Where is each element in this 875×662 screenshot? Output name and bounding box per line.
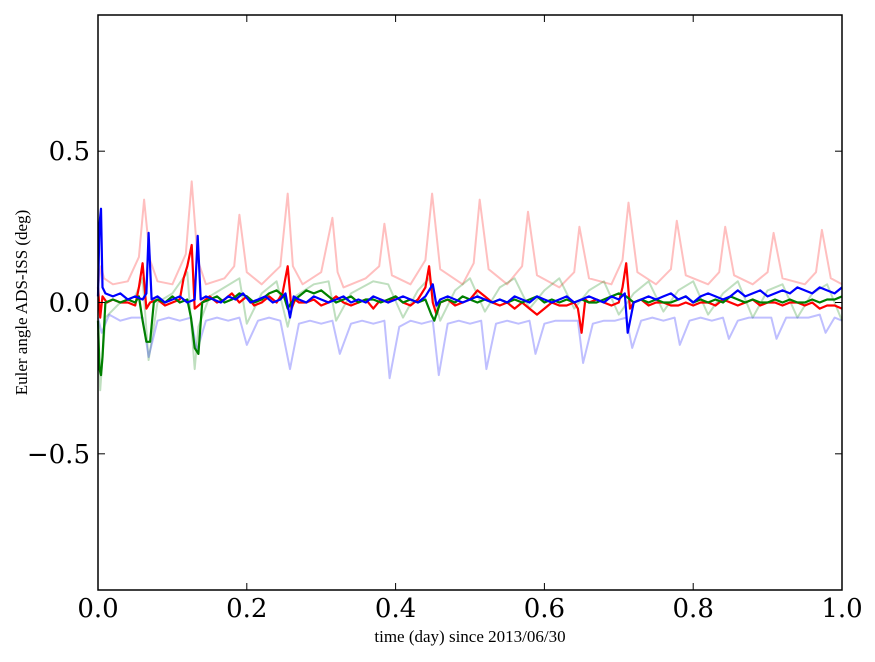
foreground-series-line-2 [96,207,843,334]
x-tick-label: 0.4 [375,594,416,624]
background-series-line-0 [97,180,843,289]
x-tick-labels: 0.0 0.2 0.4 0.6 0.8 1.0 [77,594,862,624]
plot-frame [97,14,843,591]
background-series-line-1 [97,271,843,392]
x-tick-label: 0.6 [524,594,565,624]
y-tick-label: −0.5 [27,440,90,470]
x-tick-label: 0.8 [673,594,714,624]
y-axis-label: Euler angle ADS-ISS (deg) [12,210,31,396]
foreground-series-group [96,207,843,377]
background-series-line-2 [97,313,843,380]
background-series-group [97,180,843,392]
x-axis-label: time (day) since 2013/06/30 [374,627,565,646]
foreground-series-line-1 [96,289,843,377]
x-tick-label: 1.0 [821,594,862,624]
x-tick-label: 0.0 [77,594,118,624]
y-tick-label: 0.0 [49,289,90,319]
y-tick-label: 0.5 [49,137,90,167]
y-tick-labels: 0.5 0.0 −0.5 [27,137,90,470]
x-tick-label: 0.2 [226,594,267,624]
